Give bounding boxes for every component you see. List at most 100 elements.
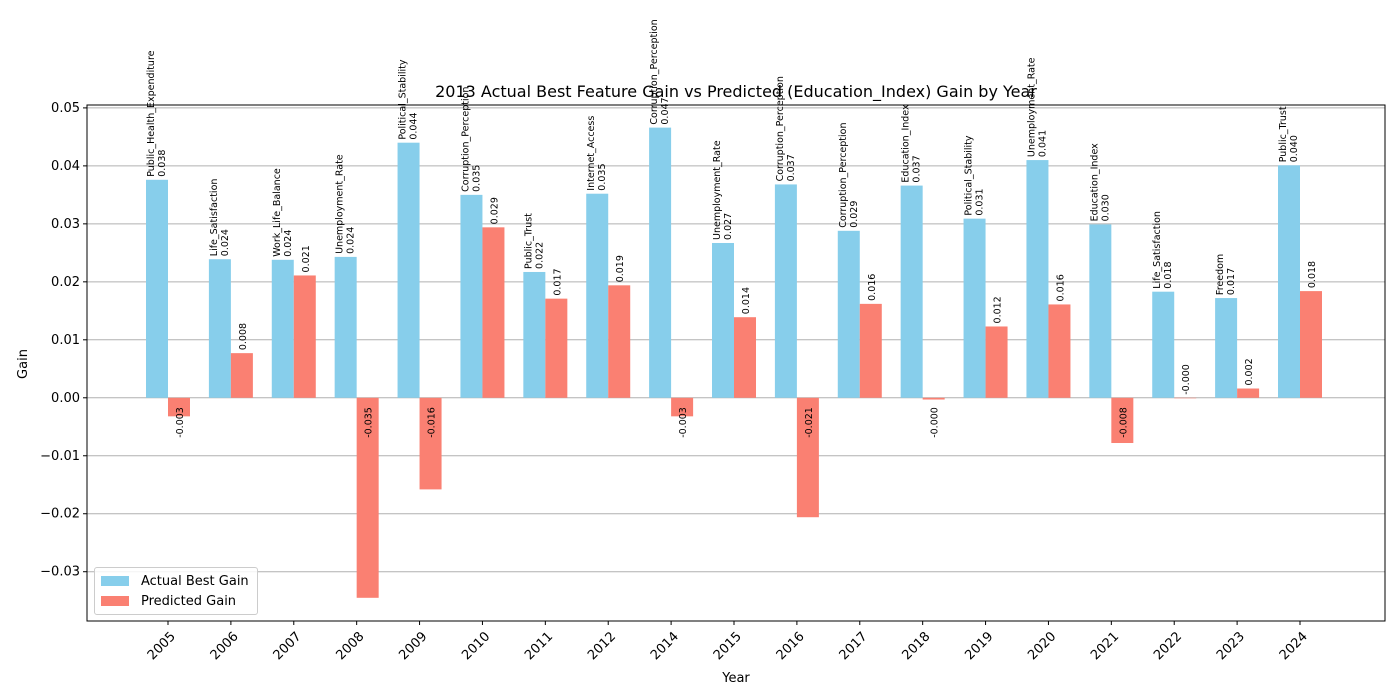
value-label-predicted: 0.017 xyxy=(552,268,563,295)
value-label-actual: 0.027 xyxy=(723,213,734,240)
bar-predicted xyxy=(1111,397,1134,444)
y-tick-label: 0.03 xyxy=(51,217,80,232)
value-label-actual: 0.024 xyxy=(283,230,294,257)
bar-predicted xyxy=(859,303,882,398)
value-label-predicted: 0.018 xyxy=(1307,261,1318,288)
legend-item-predicted: Predicted Gain xyxy=(101,592,236,610)
legend-label-actual: Actual Best Gain xyxy=(141,573,249,589)
x-tick-label: 2022 xyxy=(1151,629,1185,663)
y-tick-label: 0.04 xyxy=(51,159,80,174)
value-label-predicted: 0.019 xyxy=(615,255,626,282)
value-label-predicted: 0.021 xyxy=(301,245,312,272)
x-tick-label: 2024 xyxy=(1277,629,1311,663)
bar-predicted xyxy=(1174,397,1197,399)
feature-label: Corruption_Perception xyxy=(649,19,660,124)
feature-label: Education_Index xyxy=(1089,143,1100,222)
bar-predicted xyxy=(419,397,442,490)
feature-label: Public_Trust xyxy=(1278,106,1289,162)
value-label-actual: 0.031 xyxy=(975,188,986,215)
feature-label: Political_Stability xyxy=(398,59,409,140)
value-label-actual: 0.040 xyxy=(1289,135,1300,162)
legend: Actual Best Gain Predicted Gain xyxy=(94,567,258,615)
bar-actual xyxy=(1215,298,1238,398)
y-tick-label: 0.01 xyxy=(51,333,80,348)
bar-actual xyxy=(900,185,923,398)
x-tick-label: 2008 xyxy=(333,629,367,663)
x-tick-label: 2016 xyxy=(774,629,808,663)
value-label-predicted: 0.012 xyxy=(993,296,1004,323)
x-tick-label: 2018 xyxy=(899,629,933,663)
value-label-actual: 0.041 xyxy=(1037,130,1048,157)
bar-actual xyxy=(586,193,609,398)
bar-actual xyxy=(460,194,483,398)
bar-predicted xyxy=(608,285,631,398)
feature-label: Corruption_Perception xyxy=(460,87,471,192)
feature-label: Public_Health_Expenditure xyxy=(146,50,157,176)
value-label-predicted: 0.002 xyxy=(1244,358,1255,385)
x-tick-label: 2021 xyxy=(1088,629,1122,663)
value-label-actual: 0.035 xyxy=(597,164,608,191)
feature-label: Corruption_Perception xyxy=(775,76,786,181)
bar-predicted xyxy=(230,353,253,398)
bar-actual xyxy=(1278,165,1300,398)
feature-label: Unemployment_Rate xyxy=(1026,57,1037,157)
bar-actual xyxy=(208,259,231,398)
value-label-predicted: 0.016 xyxy=(1055,274,1066,301)
x-tick-label: 2014 xyxy=(648,629,682,663)
x-tick-label: 2015 xyxy=(711,629,745,663)
legend-swatch-actual xyxy=(101,576,129,586)
x-axis-label: Year xyxy=(721,671,750,686)
feature-label: Corruption_Perception xyxy=(838,122,849,227)
value-label-predicted: 0.029 xyxy=(489,197,500,224)
bar-predicted xyxy=(545,298,568,398)
legend-swatch-predicted xyxy=(101,596,129,606)
value-label-predicted: -0.000 xyxy=(930,407,941,438)
value-label-actual: 0.018 xyxy=(1163,261,1174,288)
bar-predicted xyxy=(1300,291,1322,398)
value-label-predicted: -0.021 xyxy=(804,407,815,438)
feature-label: Political_Stability xyxy=(964,135,975,216)
bar-predicted xyxy=(482,227,505,398)
x-tick-label: 2005 xyxy=(145,629,179,663)
y-axis-label: Gain xyxy=(16,349,31,379)
feature-label: Internet_Access xyxy=(586,116,597,191)
bar-actual xyxy=(963,218,986,398)
bar-predicted xyxy=(985,326,1008,398)
feature-label: Work_Life_Balance xyxy=(272,168,283,257)
bar-actual xyxy=(1152,291,1175,398)
bar-actual xyxy=(649,127,672,398)
feature-label: Unemployment_Rate xyxy=(335,154,346,254)
value-label-predicted: -0.003 xyxy=(175,407,186,438)
value-label-predicted: -0.000 xyxy=(1181,364,1192,395)
value-label-actual: 0.024 xyxy=(346,227,357,254)
bar-predicted xyxy=(671,397,694,417)
bar-actual xyxy=(397,142,420,398)
x-tick-label: 2006 xyxy=(208,629,242,663)
x-tick-label: 2019 xyxy=(962,629,996,663)
y-tick-label: 0.00 xyxy=(51,391,80,406)
value-label-actual: 0.037 xyxy=(912,155,923,182)
value-label-predicted: -0.035 xyxy=(364,407,375,438)
value-label-actual: 0.047 xyxy=(660,97,671,124)
chart-title: 2013 Actual Best Feature Gain vs Predict… xyxy=(435,82,1037,102)
x-tick-label: 2012 xyxy=(585,629,619,663)
value-label-predicted: 0.014 xyxy=(741,287,752,314)
bar-actual xyxy=(774,184,797,398)
bar-actual xyxy=(712,242,734,398)
value-label-actual: 0.037 xyxy=(786,154,797,181)
bar-actual xyxy=(334,256,357,398)
value-label-actual: 0.024 xyxy=(220,229,231,256)
feature-label: Freedom xyxy=(1215,254,1226,295)
bar-actual xyxy=(1026,160,1049,398)
value-label-predicted: 0.008 xyxy=(238,323,249,350)
value-label-actual: 0.030 xyxy=(1100,194,1111,221)
value-label-predicted: -0.016 xyxy=(427,407,438,438)
legend-item-actual: Actual Best Gain xyxy=(101,572,249,590)
x-tick-label: 2023 xyxy=(1214,629,1248,663)
value-label-actual: 0.017 xyxy=(1226,268,1237,295)
value-label-actual: 0.044 xyxy=(409,112,420,139)
bar-actual xyxy=(523,271,546,398)
value-label-actual: 0.029 xyxy=(849,201,860,228)
bar-predicted xyxy=(734,317,756,398)
bar-predicted xyxy=(356,397,379,598)
